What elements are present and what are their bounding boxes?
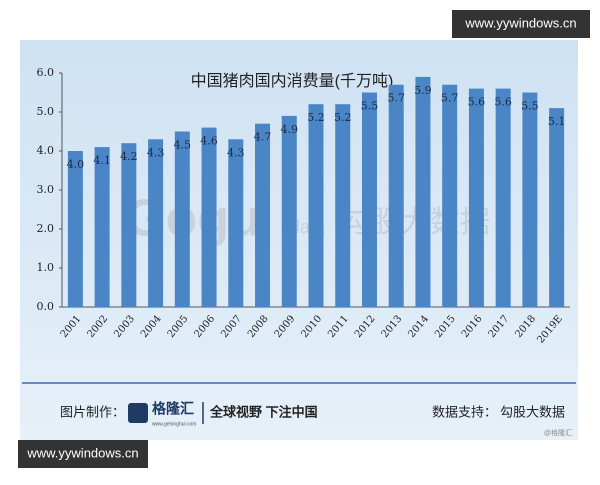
data-label: 4.3 <box>147 146 165 159</box>
data-label: 4.6 <box>200 135 218 148</box>
data-label: 4.7 <box>254 131 272 144</box>
data-label: 5.6 <box>468 96 486 109</box>
bar <box>308 104 324 307</box>
bar <box>228 139 244 307</box>
bar <box>174 131 190 307</box>
data-source: 勾股大数据 <box>500 404 565 419</box>
chart-panel <box>20 40 578 440</box>
data-label: 4.5 <box>174 139 192 152</box>
bar <box>94 147 110 307</box>
bar <box>388 84 404 307</box>
data-label: 5.2 <box>307 111 325 124</box>
bar <box>495 88 511 307</box>
bar <box>121 143 137 307</box>
y-tick-label: 5.0 <box>37 105 55 118</box>
bar <box>335 104 351 307</box>
bar <box>201 127 217 307</box>
site-watermark: www.yywindows.cn <box>464 15 576 30</box>
footer: 图片制作： 格隆汇 www.gelonghui.com 全球视野 下注中国 数据… <box>60 401 572 437</box>
bar <box>415 76 431 308</box>
bar <box>67 151 83 307</box>
data-label: 5.7 <box>387 92 405 105</box>
y-tick-label: 1.0 <box>37 261 55 274</box>
brand: 格隆汇 <box>152 401 194 417</box>
brand-icon <box>128 403 148 423</box>
site-watermark-box <box>18 440 148 468</box>
bar <box>522 92 538 307</box>
y-tick-label: 4.0 <box>37 144 55 157</box>
bar <box>148 139 164 307</box>
bar <box>468 88 484 307</box>
site-watermark: www.yywindows.cn <box>26 445 138 460</box>
y-tick-label: 6.0 <box>37 66 55 79</box>
credit: @格隆汇 <box>544 428 572 437</box>
bar <box>281 115 297 308</box>
brand-url: www.gelonghui.com <box>152 421 196 427</box>
data-label: 4.3 <box>227 146 245 159</box>
bar <box>255 123 271 307</box>
y-tick-label: 3.0 <box>37 183 55 196</box>
bar <box>549 108 565 307</box>
bar <box>442 84 458 307</box>
data-label: 5.1 <box>548 115 566 128</box>
data-label: 4.9 <box>281 123 299 136</box>
made-by-label: 图片制作： <box>60 404 125 419</box>
data-label: 5.9 <box>414 84 432 97</box>
data-label: 5.6 <box>494 96 512 109</box>
y-tick-label: 2.0 <box>37 222 55 235</box>
data-label: 4.0 <box>67 158 85 171</box>
data-label: 5.7 <box>441 92 459 105</box>
data-label: 数据支持： <box>432 404 497 419</box>
slogan: 全球视野 下注中国 <box>209 404 318 419</box>
site-watermark-box <box>452 10 590 38</box>
data-label: 4.2 <box>120 150 138 163</box>
chart-title: 中国猪肉国内消费量(千万吨) <box>191 72 394 90</box>
bar <box>361 92 377 307</box>
data-label: 4.1 <box>93 154 111 167</box>
y-tick-label: 0.0 <box>37 300 55 313</box>
data-label: 5.5 <box>361 100 379 113</box>
data-label: 5.2 <box>334 111 352 124</box>
data-label: 5.5 <box>521 100 539 113</box>
